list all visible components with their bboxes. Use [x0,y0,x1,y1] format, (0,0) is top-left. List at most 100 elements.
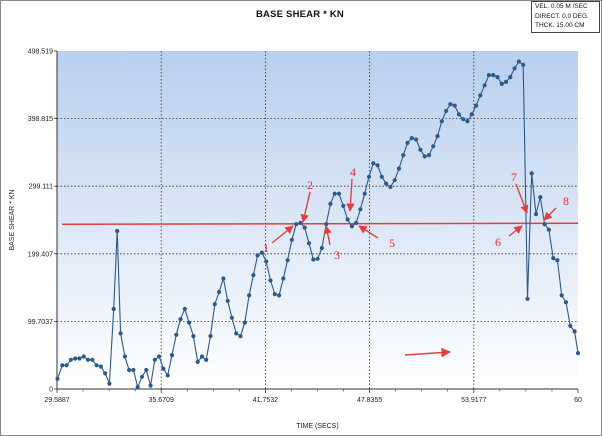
annotation-arrow [515,183,529,214]
data-point [199,354,205,359]
data-point [379,174,384,179]
data-point [358,207,363,212]
data-point [81,354,86,359]
data-point [491,73,496,78]
threshold-line [61,222,579,226]
y-tick-label: 99.7037 [28,319,53,326]
y-axis-label: BASE SHEAR * KN [9,189,16,250]
data-point [431,144,436,149]
annotation-arrow [508,225,523,237]
info-thickness: THCK. 15.00 CM [535,22,585,29]
tick-labels: 29.5887 35.6709 41.7532 47.8355 53.9177 60 0 99… [28,49,582,405]
data-point [242,320,247,325]
annotation-arrow [271,225,294,244]
series-layer [55,59,581,390]
data-point [529,171,534,176]
data-point [319,245,324,251]
data-point [482,83,487,88]
data-point [73,356,78,361]
data-point [68,357,73,362]
data-point [405,140,410,145]
data-point [264,259,269,264]
data-point [212,302,217,307]
data-point [354,220,359,225]
data-point [469,112,474,117]
y-tick-label: 199.407 [28,251,53,258]
data-point [289,237,294,242]
data-point [396,166,402,171]
x-tick-label: 60 [574,397,582,404]
data-point [542,222,547,227]
info-box: VEL. 0.05 M /SEC DIRECT. 0.0 DEG. THCK. … [531,1,600,33]
data-point [315,256,320,261]
x-axis-label: TIME (SECS) [296,423,338,430]
plot-area [57,51,578,389]
data-point [575,351,581,356]
data-point [508,75,513,80]
data-point [294,222,299,227]
gridlines [57,51,578,389]
data-point [444,108,449,114]
data-point [345,217,350,222]
data-point [285,258,290,263]
data-point [98,364,103,369]
info-velocity: VEL. 0.05 M /SEC [535,3,588,10]
annotation-arrow [323,225,332,246]
annotation-label: 6 [495,235,501,249]
data-point [521,62,526,67]
data-point [221,276,226,281]
data-point [298,220,303,225]
data-point [169,353,175,358]
data-point [538,195,543,200]
data-point [135,384,140,390]
data-point [499,81,504,86]
chart-title: BASE SHEAR * KN [256,9,344,20]
data-point [465,119,470,124]
data-point [85,357,91,362]
data-point [388,184,393,190]
data-point [306,241,312,246]
data-point [191,334,196,339]
data-point [414,137,419,142]
data-point [546,227,552,232]
data-point [302,225,307,230]
annotation-label: 5 [389,236,395,250]
data-point [474,103,479,108]
annotation-label: 3 [334,248,340,262]
data-point [165,373,170,378]
data-point [311,257,316,262]
data-point [251,273,256,278]
data-point [392,178,397,183]
axes [54,50,579,393]
data-point [234,331,239,336]
data-point [486,73,491,78]
data-point [64,363,69,368]
data-point [55,376,60,381]
data-point [371,161,376,166]
data-point [435,134,440,139]
data-point [281,276,286,281]
annotation-arrow [358,225,379,239]
data-point [555,258,560,263]
data-point [563,300,569,305]
x-tick-label: 35.6709 [149,397,174,404]
data-point [409,136,414,141]
data-point [238,334,243,339]
y-tick-label: 0 [49,387,53,394]
data-point [448,102,453,107]
data-point [559,293,564,298]
data-point [362,191,367,196]
data-point [174,332,179,337]
data-point [401,153,406,158]
data-point [182,306,187,312]
data-point [255,253,260,258]
data-point [375,163,380,168]
annotation-layer: 1 2 3 4 5 6 7 8 [263,165,569,262]
data-point [144,367,149,373]
data-point [272,292,277,297]
data-point [533,212,539,217]
data-point [139,374,145,379]
data-point [131,367,136,373]
data-point [157,354,162,359]
